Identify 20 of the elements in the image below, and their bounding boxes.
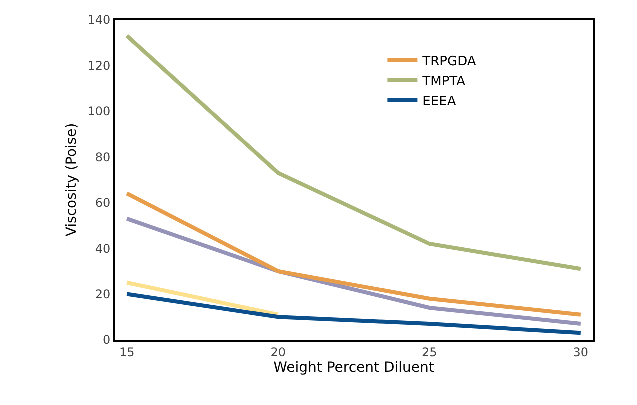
y-tick-label: 140 bbox=[88, 13, 111, 28]
y-tick-label: 0 bbox=[102, 333, 111, 348]
x-tick-label: 15 bbox=[119, 345, 135, 360]
y-tick-label: 40 bbox=[95, 242, 111, 256]
y-tick-label: 80 bbox=[95, 150, 111, 164]
y-tick-label: 100 bbox=[88, 104, 111, 119]
y-axis-title: Viscosity (Poise) bbox=[64, 123, 80, 237]
y-tick-label: 20 bbox=[95, 287, 111, 302]
y-tick-label: 60 bbox=[95, 196, 111, 210]
legend-label: EEEA bbox=[422, 94, 456, 110]
x-axis-title: Weight Percent Diluent bbox=[274, 360, 435, 376]
legend-label: TMPTA bbox=[422, 74, 466, 90]
legend-label: TRPGDA bbox=[422, 54, 476, 70]
line-series bbox=[125, 192, 583, 317]
x-tick-label: 30 bbox=[573, 345, 589, 360]
line-series bbox=[125, 292, 583, 336]
x-tick-label: 20 bbox=[270, 345, 286, 360]
x-tick-label: 25 bbox=[422, 345, 438, 360]
line-series bbox=[125, 34, 583, 272]
y-tick-label: 120 bbox=[88, 58, 111, 73]
